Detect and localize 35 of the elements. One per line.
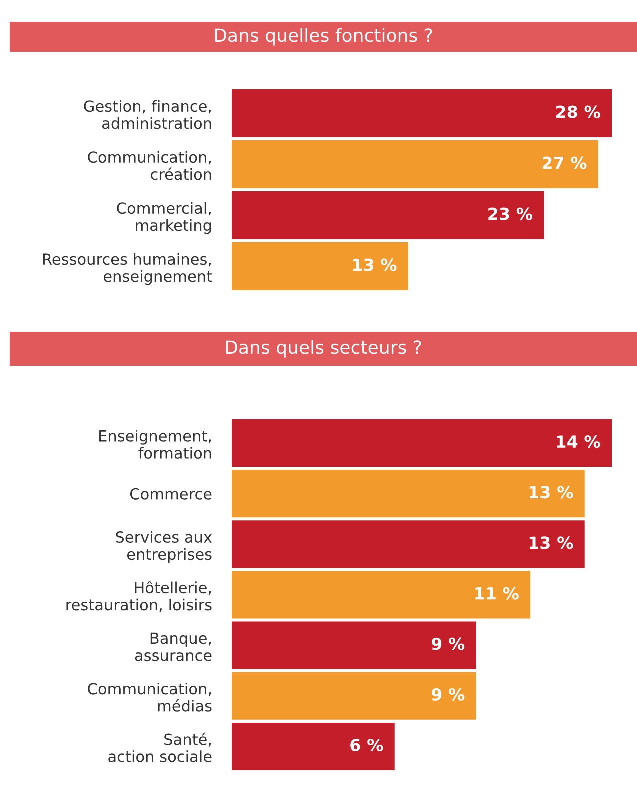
chart-title: Dans quelles fonctions ?	[215, 28, 432, 46]
bar	[232, 571, 531, 619]
data-label: 13 %	[530, 486, 574, 499]
chart-title: Dans quels secteurs ?	[226, 340, 422, 358]
y-tick-label: Ressources humaines, enseignement	[43, 253, 212, 286]
bar	[232, 622, 476, 670]
y-tick-label: Services aux entreprises	[116, 531, 212, 564]
data-label: 27 %	[542, 156, 587, 170]
y-tick-label: Communication, médias	[88, 682, 212, 712]
bar	[232, 192, 544, 240]
data-label: 13 %	[354, 258, 397, 272]
data-label: 11 %	[476, 587, 519, 600]
data-label: 6 %	[350, 738, 384, 752]
y-tick-label: Banque, assurance	[135, 632, 212, 662]
y-tick-label: Gestion, finance, administration	[84, 100, 212, 130]
y-tick-label: Communication, création	[88, 151, 212, 180]
y-tick-label: Santé, action sociale	[108, 732, 212, 762]
data-label: 9 %	[432, 638, 465, 650]
y-tick-label: Enseignement, formation	[100, 430, 212, 460]
data-label: 23 %	[488, 208, 532, 220]
data-label: 14 %	[557, 436, 600, 448]
data-label: 9 %	[432, 688, 465, 701]
bar	[232, 90, 612, 138]
bar	[232, 520, 585, 568]
bar	[232, 242, 408, 290]
bar	[232, 470, 585, 518]
bar	[232, 672, 476, 720]
bar	[232, 420, 612, 468]
bar	[232, 722, 395, 770]
data-label: 28 %	[556, 106, 600, 118]
y-tick-label: Commerce	[130, 488, 212, 500]
y-tick-label: Hôtellerie, restauration, loisirs	[66, 581, 212, 612]
bar	[232, 140, 598, 188]
data-label: 13 %	[530, 536, 574, 550]
y-tick-label: Commercial, marketing	[117, 202, 212, 234]
